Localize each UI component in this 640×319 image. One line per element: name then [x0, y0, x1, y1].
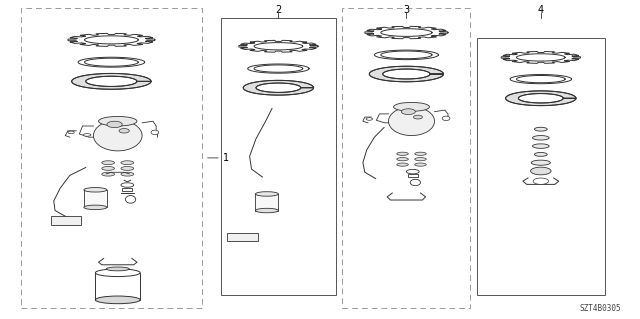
Ellipse shape — [442, 116, 450, 121]
Ellipse shape — [83, 134, 91, 136]
Bar — [342, 8, 470, 308]
Ellipse shape — [397, 158, 408, 161]
Ellipse shape — [255, 192, 278, 196]
Ellipse shape — [406, 169, 419, 174]
Polygon shape — [72, 73, 151, 89]
Text: 4: 4 — [538, 5, 544, 15]
Ellipse shape — [151, 130, 159, 135]
Ellipse shape — [413, 115, 422, 119]
Bar — [255, 194, 278, 211]
Text: 3: 3 — [403, 5, 410, 15]
Ellipse shape — [255, 208, 278, 213]
Polygon shape — [369, 66, 444, 82]
Ellipse shape — [125, 196, 136, 203]
Ellipse shape — [95, 269, 140, 277]
Bar — [221, 18, 336, 295]
Bar — [227, 233, 258, 241]
Ellipse shape — [102, 161, 115, 165]
Ellipse shape — [415, 152, 426, 155]
Bar — [95, 273, 140, 300]
Text: SZT4B0305: SZT4B0305 — [579, 304, 621, 313]
Ellipse shape — [410, 179, 420, 186]
Ellipse shape — [531, 160, 550, 165]
Ellipse shape — [99, 116, 137, 126]
Ellipse shape — [415, 163, 426, 166]
Ellipse shape — [68, 131, 74, 134]
Bar — [84, 190, 107, 207]
Ellipse shape — [93, 120, 142, 151]
Ellipse shape — [533, 178, 548, 184]
Ellipse shape — [366, 118, 372, 120]
Ellipse shape — [84, 188, 107, 192]
Ellipse shape — [84, 205, 107, 210]
Text: 1: 1 — [223, 153, 229, 163]
Ellipse shape — [121, 161, 134, 165]
Ellipse shape — [401, 109, 415, 115]
Bar — [408, 174, 418, 177]
Polygon shape — [243, 80, 314, 95]
Ellipse shape — [119, 129, 129, 133]
Ellipse shape — [388, 107, 435, 136]
Ellipse shape — [106, 267, 129, 271]
Ellipse shape — [121, 172, 134, 176]
Bar — [51, 216, 81, 225]
Bar — [477, 38, 605, 295]
Bar — [122, 188, 132, 191]
Ellipse shape — [107, 121, 122, 128]
Ellipse shape — [397, 152, 408, 155]
Ellipse shape — [95, 296, 140, 304]
Ellipse shape — [532, 144, 549, 148]
Ellipse shape — [121, 167, 134, 170]
Ellipse shape — [121, 183, 134, 187]
Bar — [21, 8, 202, 308]
Ellipse shape — [397, 163, 408, 166]
Ellipse shape — [415, 158, 426, 161]
Ellipse shape — [531, 167, 551, 175]
Text: 2: 2 — [275, 5, 282, 15]
Ellipse shape — [102, 172, 115, 176]
Ellipse shape — [534, 127, 547, 131]
Ellipse shape — [394, 102, 429, 111]
Ellipse shape — [532, 136, 549, 140]
Ellipse shape — [102, 167, 115, 170]
Polygon shape — [506, 91, 576, 106]
Ellipse shape — [534, 152, 547, 156]
